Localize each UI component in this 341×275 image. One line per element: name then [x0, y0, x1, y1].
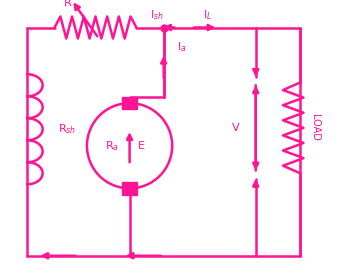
Text: R$_{sh}$: R$_{sh}$: [58, 122, 76, 136]
Text: R: R: [64, 0, 72, 8]
Text: I$_{sh}$: I$_{sh}$: [150, 8, 164, 22]
Text: R$_a$: R$_a$: [105, 139, 119, 153]
Text: I$_L$: I$_L$: [203, 8, 213, 22]
Text: V: V: [232, 123, 239, 133]
Text: LOAD: LOAD: [310, 114, 321, 141]
Text: E: E: [138, 141, 145, 151]
Bar: [122, 182, 137, 195]
Text: I$_a$: I$_a$: [177, 40, 187, 54]
Bar: [122, 97, 137, 109]
